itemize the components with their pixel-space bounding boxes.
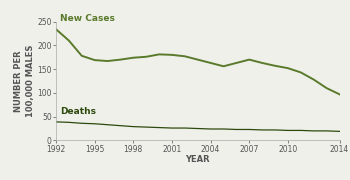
Text: Deaths: Deaths [60, 107, 96, 116]
Y-axis label: NUMBER PER
100,000 MALES: NUMBER PER 100,000 MALES [14, 45, 35, 117]
Text: New Cases: New Cases [60, 14, 115, 22]
X-axis label: YEAR: YEAR [186, 155, 210, 164]
